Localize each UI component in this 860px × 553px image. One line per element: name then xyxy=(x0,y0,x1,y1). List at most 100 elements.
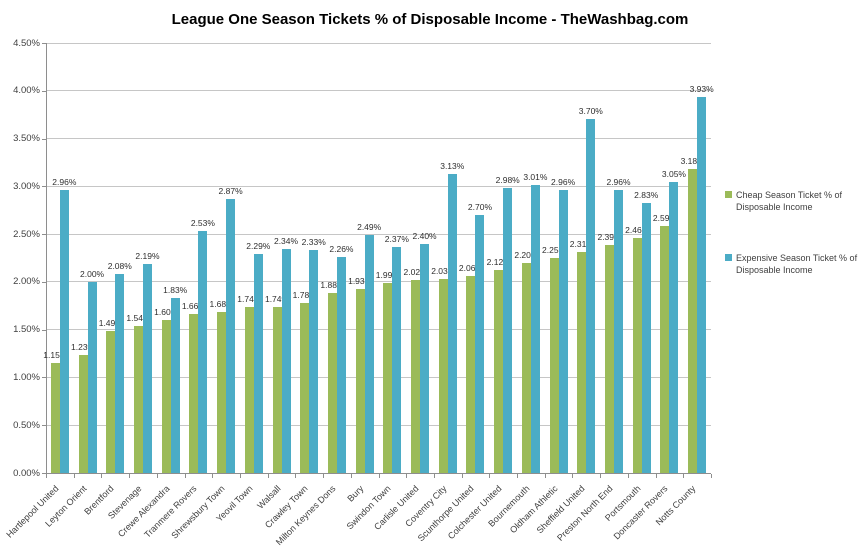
data-label: 1.49% xyxy=(98,317,123,328)
x-axis-tick xyxy=(73,474,75,478)
data-label: 2.06% xyxy=(458,263,484,274)
bar-expensive xyxy=(253,254,263,473)
y-axis-tick xyxy=(42,90,46,92)
x-axis-line xyxy=(46,473,711,474)
y-axis-tick-label: 4.00% xyxy=(13,85,40,97)
x-axis-tick xyxy=(433,474,435,478)
data-label: 2.70% xyxy=(467,202,493,212)
data-label: 1.78% xyxy=(292,289,317,300)
data-label: 2.96% xyxy=(52,177,77,188)
y-axis-tick xyxy=(42,43,46,44)
bar-cheap xyxy=(549,258,559,473)
x-axis-tick xyxy=(461,474,463,478)
bar-expensive xyxy=(59,190,69,473)
legend-item-cheap: Cheap Season Ticket % of Disposable Inco… xyxy=(725,189,859,213)
gridline xyxy=(46,90,711,92)
y-axis-tick-label: 2.50% xyxy=(13,228,40,240)
bar-expensive xyxy=(447,173,457,473)
bar-cheap xyxy=(411,279,421,473)
data-label: 2.20% xyxy=(514,249,539,260)
bar-expensive xyxy=(614,190,624,473)
bar-cheap xyxy=(106,330,116,473)
bar-expensive xyxy=(226,198,236,473)
data-label: 2.02% xyxy=(403,266,428,277)
legend: Cheap Season Ticket % of Disposable Inco… xyxy=(725,189,859,276)
data-label: 2.59% xyxy=(652,212,677,223)
gridline xyxy=(46,329,711,331)
gridline xyxy=(46,376,711,378)
data-label: 3.93% xyxy=(689,84,714,95)
bar-expensive xyxy=(364,235,374,473)
x-axis-tick xyxy=(600,474,602,478)
y-axis-tick xyxy=(42,473,46,474)
bar-cheap xyxy=(577,252,587,473)
x-axis-tick xyxy=(378,474,380,478)
x-axis-tick xyxy=(295,474,297,478)
legend-label: Cheap Season Ticket % of Disposable Inco… xyxy=(736,190,843,212)
bar-expensive xyxy=(669,181,679,473)
data-label: 2.00% xyxy=(80,268,105,279)
data-label: 2.98% xyxy=(495,175,520,186)
legend-label: Expensive Season Ticket % of Disposable … xyxy=(736,253,858,275)
y-axis-tick-label: 0.00% xyxy=(13,467,40,479)
bar-cheap xyxy=(300,302,310,473)
bar-cheap xyxy=(161,320,171,473)
data-label: 2.46% xyxy=(625,224,650,235)
data-label: 2.25% xyxy=(542,245,567,255)
data-label: 2.53% xyxy=(190,218,215,229)
bar-expensive xyxy=(420,243,430,473)
bar-expensive xyxy=(170,298,180,473)
y-axis-tick xyxy=(42,377,46,379)
gridline xyxy=(46,424,711,426)
x-axis-tick xyxy=(544,474,546,478)
x-axis-tick xyxy=(350,474,352,478)
x-axis-tick xyxy=(572,474,574,478)
data-label: 3.18% xyxy=(680,156,705,167)
bar-cheap xyxy=(327,293,337,473)
y-axis-tick-label: 1.00% xyxy=(13,371,40,383)
data-label: 2.96% xyxy=(606,177,631,188)
gridline xyxy=(46,42,711,44)
x-axis-tick xyxy=(239,474,241,478)
data-label: 3.70% xyxy=(578,106,603,117)
bar-expensive xyxy=(641,202,651,473)
y-axis-tick xyxy=(42,281,46,283)
data-label: 2.26% xyxy=(329,244,354,255)
data-label: 2.31% xyxy=(569,239,594,250)
data-label: 2.40% xyxy=(412,230,437,241)
data-label: 2.34% xyxy=(273,236,299,247)
data-label: 1.15% xyxy=(43,350,68,361)
data-label: 2.19% xyxy=(135,250,160,261)
bar-cheap xyxy=(217,312,227,473)
bar-cheap xyxy=(438,279,448,473)
x-axis-tick xyxy=(101,474,103,478)
y-axis-tick-label: 2.00% xyxy=(13,276,40,288)
y-axis-tick-label: 0.50% xyxy=(13,419,40,431)
y-axis-line xyxy=(46,43,47,474)
bar-cheap xyxy=(189,314,199,473)
data-label: 3.13% xyxy=(440,160,465,171)
bar-expensive xyxy=(281,249,291,473)
bar-expensive xyxy=(697,97,707,473)
x-axis-tick xyxy=(489,474,491,478)
data-label: 2.33% xyxy=(301,237,326,248)
bar-cheap xyxy=(660,225,670,473)
bar-expensive xyxy=(503,188,513,473)
bar-expensive xyxy=(198,231,208,473)
data-label: 2.12% xyxy=(486,257,511,268)
gridline xyxy=(46,233,711,235)
y-axis-tick xyxy=(42,425,46,427)
x-axis-tick xyxy=(184,474,186,478)
data-label: 2.83% xyxy=(634,189,659,200)
data-label: 1.68% xyxy=(209,299,234,310)
data-label: 2.87% xyxy=(218,185,243,196)
x-axis-tick xyxy=(267,474,269,478)
y-axis-tick xyxy=(42,186,46,188)
bar-cheap xyxy=(133,325,143,473)
bar-cheap xyxy=(50,363,60,473)
data-label: 3.05% xyxy=(661,168,686,179)
data-label: 1.83% xyxy=(163,285,188,296)
bar-expensive xyxy=(309,250,319,473)
gridline xyxy=(46,185,711,187)
y-axis-tick-label: 4.50% xyxy=(13,37,40,49)
